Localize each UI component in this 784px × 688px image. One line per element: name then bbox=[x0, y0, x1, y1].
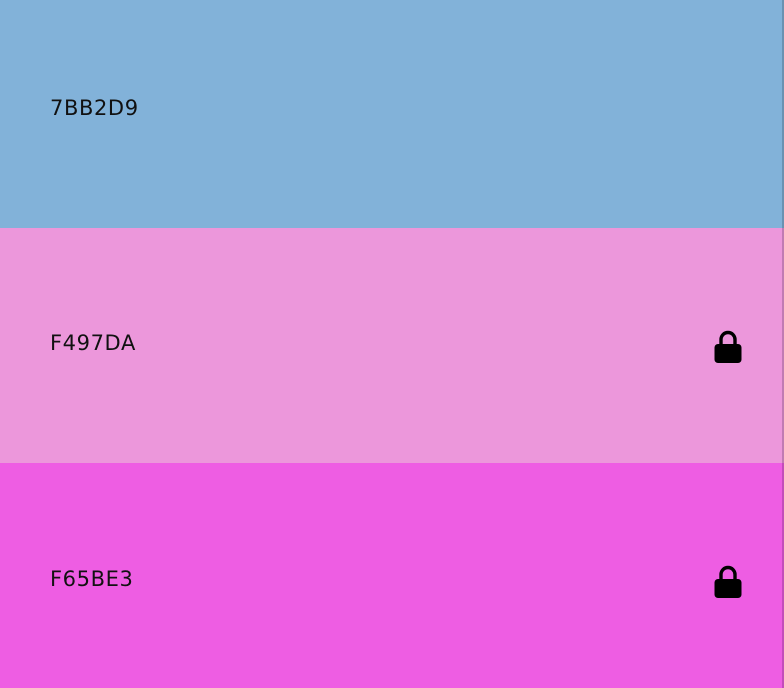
color-swatch-3[interactable]: F65BE3 bbox=[0, 463, 784, 688]
color-swatch-1[interactable]: 7BB2D9 bbox=[0, 0, 784, 228]
lock-icon[interactable] bbox=[713, 565, 743, 599]
lock-icon-glyph bbox=[714, 330, 742, 363]
lock-icon[interactable] bbox=[713, 330, 743, 364]
color-swatch-2[interactable]: F497DA bbox=[0, 228, 784, 463]
hex-code-label[interactable]: 7BB2D9 bbox=[50, 96, 139, 120]
hex-code-label[interactable]: F65BE3 bbox=[50, 567, 134, 591]
swatch-edge bbox=[782, 228, 784, 463]
hex-code-label[interactable]: F497DA bbox=[50, 331, 136, 355]
lock-icon-glyph bbox=[714, 565, 742, 598]
swatch-edge bbox=[782, 0, 784, 228]
swatch-edge bbox=[782, 463, 784, 688]
